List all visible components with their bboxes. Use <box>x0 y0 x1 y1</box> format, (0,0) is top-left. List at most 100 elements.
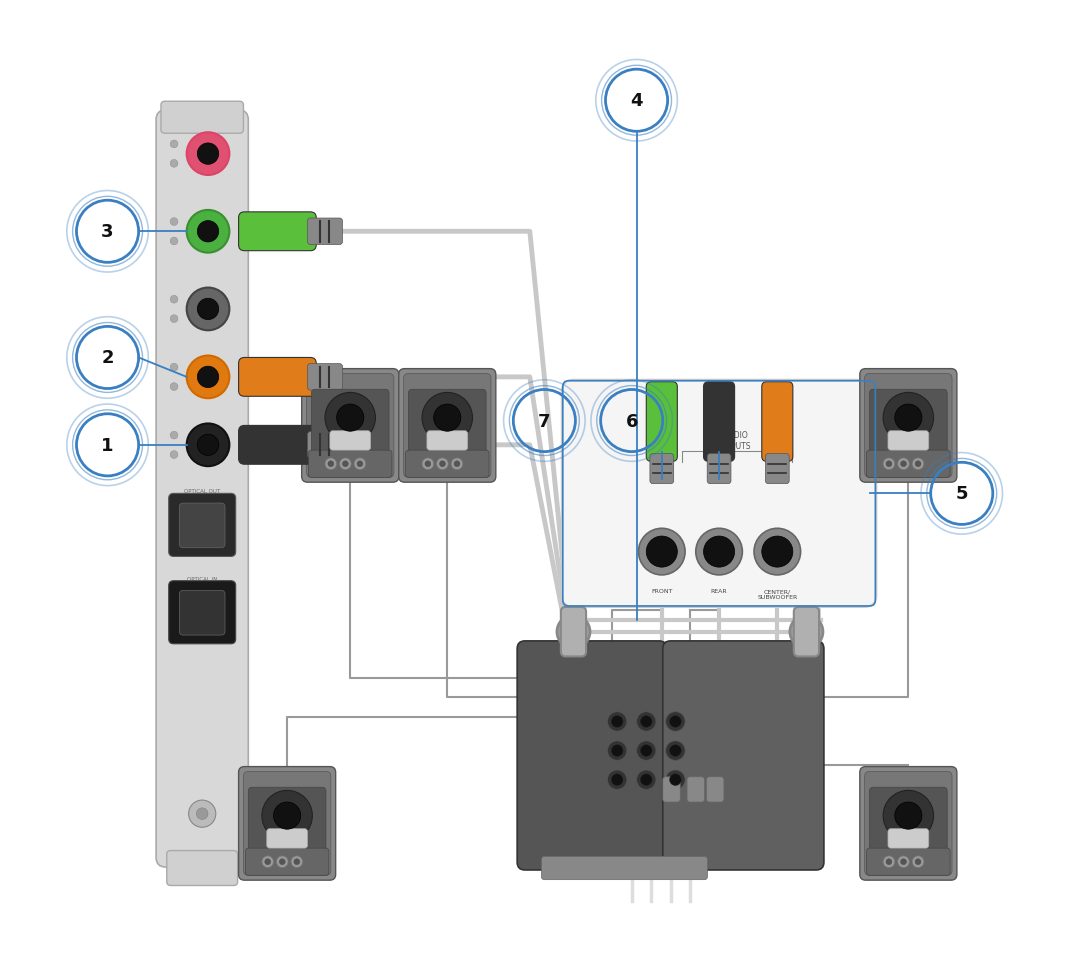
FancyBboxPatch shape <box>650 454 673 484</box>
Circle shape <box>170 296 178 304</box>
Circle shape <box>276 856 288 867</box>
Circle shape <box>898 459 910 470</box>
Circle shape <box>279 859 285 865</box>
Circle shape <box>196 808 208 820</box>
Circle shape <box>170 160 178 168</box>
FancyBboxPatch shape <box>330 431 370 451</box>
Circle shape <box>894 802 921 829</box>
FancyBboxPatch shape <box>238 426 316 465</box>
FancyBboxPatch shape <box>244 772 331 875</box>
Text: 6: 6 <box>626 412 638 430</box>
FancyBboxPatch shape <box>860 370 957 483</box>
Circle shape <box>670 774 681 785</box>
FancyBboxPatch shape <box>888 829 929 848</box>
FancyBboxPatch shape <box>427 431 467 451</box>
Text: FRONT: FRONT <box>651 589 672 594</box>
Circle shape <box>666 771 685 789</box>
FancyBboxPatch shape <box>267 829 308 848</box>
Circle shape <box>883 790 933 841</box>
Circle shape <box>637 712 656 732</box>
Circle shape <box>170 218 178 226</box>
Circle shape <box>666 712 685 732</box>
Circle shape <box>262 790 312 841</box>
Text: AUDIO
INPUTS: AUDIO INPUTS <box>723 430 750 451</box>
FancyBboxPatch shape <box>864 375 952 478</box>
Circle shape <box>425 462 431 467</box>
FancyBboxPatch shape <box>762 382 793 462</box>
FancyBboxPatch shape <box>794 607 819 657</box>
Circle shape <box>342 462 349 467</box>
FancyBboxPatch shape <box>707 777 724 802</box>
Circle shape <box>886 462 892 467</box>
Circle shape <box>607 712 627 732</box>
FancyBboxPatch shape <box>238 767 336 880</box>
FancyBboxPatch shape <box>860 767 957 880</box>
FancyBboxPatch shape <box>161 102 244 134</box>
FancyBboxPatch shape <box>168 581 235 645</box>
Circle shape <box>883 459 894 470</box>
Circle shape <box>293 859 300 865</box>
Circle shape <box>894 405 921 432</box>
Circle shape <box>187 133 230 176</box>
Text: REAR: REAR <box>711 589 727 594</box>
Circle shape <box>915 462 921 467</box>
Circle shape <box>637 771 656 789</box>
Circle shape <box>912 856 924 867</box>
Circle shape <box>170 432 178 439</box>
Circle shape <box>915 859 921 865</box>
Circle shape <box>696 529 742 575</box>
Circle shape <box>641 745 652 757</box>
FancyBboxPatch shape <box>704 382 735 462</box>
Circle shape <box>325 393 375 443</box>
Circle shape <box>451 459 463 470</box>
FancyBboxPatch shape <box>168 494 235 556</box>
FancyBboxPatch shape <box>248 787 326 851</box>
FancyBboxPatch shape <box>864 772 952 875</box>
FancyBboxPatch shape <box>866 451 951 478</box>
FancyBboxPatch shape <box>302 370 399 483</box>
Circle shape <box>197 299 219 320</box>
Text: 7: 7 <box>538 412 550 430</box>
Circle shape <box>187 356 230 399</box>
FancyBboxPatch shape <box>308 432 342 459</box>
Circle shape <box>354 459 366 470</box>
Circle shape <box>197 144 219 165</box>
FancyBboxPatch shape <box>245 848 329 875</box>
Circle shape <box>325 459 337 470</box>
Circle shape <box>607 741 627 761</box>
Text: OPTICAL IN: OPTICAL IN <box>187 576 217 581</box>
FancyBboxPatch shape <box>517 642 667 870</box>
Circle shape <box>170 141 178 149</box>
Circle shape <box>170 383 178 391</box>
Circle shape <box>189 800 216 827</box>
FancyBboxPatch shape <box>179 591 226 636</box>
Text: 2: 2 <box>101 349 113 367</box>
FancyBboxPatch shape <box>561 607 586 657</box>
Circle shape <box>646 537 678 567</box>
Circle shape <box>170 238 178 245</box>
Circle shape <box>434 405 461 432</box>
Circle shape <box>337 405 364 432</box>
Circle shape <box>262 856 274 867</box>
Circle shape <box>197 221 219 243</box>
Circle shape <box>639 529 685 575</box>
FancyBboxPatch shape <box>238 358 316 397</box>
Circle shape <box>454 462 460 467</box>
Circle shape <box>670 716 681 728</box>
Text: 3: 3 <box>101 223 113 241</box>
FancyBboxPatch shape <box>687 777 705 802</box>
FancyBboxPatch shape <box>399 370 496 483</box>
Circle shape <box>170 364 178 372</box>
FancyBboxPatch shape <box>663 777 680 802</box>
Circle shape <box>912 459 924 470</box>
Circle shape <box>607 771 627 789</box>
Circle shape <box>274 802 301 829</box>
FancyBboxPatch shape <box>156 111 248 867</box>
Circle shape <box>762 537 793 567</box>
Circle shape <box>187 210 230 253</box>
Circle shape <box>612 745 623 757</box>
Circle shape <box>898 856 910 867</box>
Text: 1: 1 <box>101 436 113 455</box>
Circle shape <box>886 859 892 865</box>
Text: 5: 5 <box>956 485 968 503</box>
